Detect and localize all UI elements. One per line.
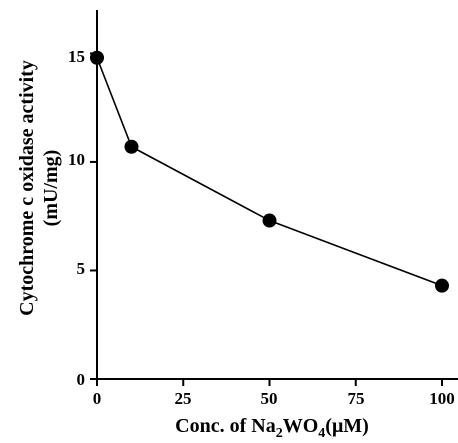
- data-point-3: [435, 278, 449, 293]
- x-axis-label: Conc. of Na2WO4(μM): [175, 415, 369, 441]
- y-tick-label-5: 5: [77, 259, 86, 278]
- series-line-0: [96, 57, 443, 287]
- x-tick-label-50: 50: [261, 389, 278, 408]
- data-point-0: [90, 50, 104, 65]
- x-tick-label-25: 25: [175, 389, 192, 408]
- x-tick-label-0: 0: [93, 389, 102, 408]
- y-axis-label: Cytochrome c oxidase activity: [16, 60, 38, 316]
- ticks: [90, 52, 443, 386]
- y-tick-label-10: 10: [68, 150, 85, 169]
- data-point-2: [262, 213, 277, 228]
- y-tick-label-0: 0: [77, 370, 86, 389]
- x-tick-label-75: 75: [348, 389, 365, 408]
- data-point-1: [124, 139, 139, 154]
- series-group: [90, 50, 449, 293]
- y-axis-label-unit: (mU/mg): [40, 150, 62, 227]
- x-tick-label-100: 100: [429, 389, 455, 408]
- y-tick-label-15: 15: [68, 47, 85, 66]
